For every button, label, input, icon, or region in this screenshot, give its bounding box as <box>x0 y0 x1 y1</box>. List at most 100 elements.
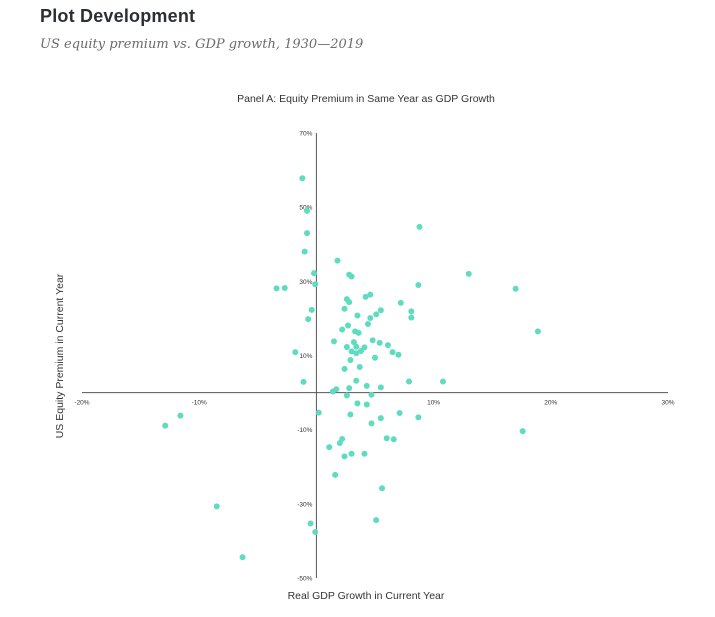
data-point <box>415 282 422 289</box>
x-tick-label: -20% <box>74 400 89 407</box>
data-point <box>346 299 353 306</box>
data-point <box>304 230 311 237</box>
data-point <box>343 343 350 350</box>
data-point <box>311 270 318 277</box>
data-point <box>304 207 311 214</box>
data-point <box>367 315 374 322</box>
data-point <box>383 435 390 442</box>
data-point <box>273 285 280 292</box>
data-point <box>362 293 369 300</box>
data-point <box>363 401 370 408</box>
data-point <box>384 342 391 349</box>
data-point <box>465 270 472 277</box>
data-point <box>292 349 299 356</box>
tick-labels: -20%-10%10%20%30%70%50%30%10%-10%-30%-50… <box>74 131 674 583</box>
data-point <box>336 440 343 447</box>
data-point <box>315 409 322 416</box>
data-point <box>355 329 362 336</box>
data-point <box>353 377 360 384</box>
data-point <box>361 450 368 457</box>
data-point <box>415 414 422 421</box>
data-point <box>177 412 184 419</box>
data-point <box>350 339 357 346</box>
data-point <box>368 391 375 398</box>
data-point <box>373 311 380 318</box>
data-point <box>353 350 360 357</box>
data-points <box>162 175 541 561</box>
x-axis-title: Real GDP Growth in Current Year <box>288 590 445 602</box>
data-point <box>305 316 312 323</box>
data-point <box>353 343 360 350</box>
data-point <box>377 307 384 314</box>
data-point <box>341 365 348 372</box>
axes <box>82 133 668 578</box>
data-point <box>329 388 336 395</box>
chart-title: Panel A: Equity Premium in Same Year as … <box>237 93 495 105</box>
data-point <box>347 411 354 418</box>
data-point <box>345 322 352 329</box>
data-point <box>341 305 348 312</box>
data-point <box>213 503 220 510</box>
data-point <box>299 175 306 182</box>
data-point <box>416 223 423 230</box>
x-tick-label: 10% <box>427 400 440 407</box>
data-point <box>332 471 339 478</box>
data-point <box>307 520 314 527</box>
x-tick-label: 20% <box>544 400 557 407</box>
data-point <box>348 273 355 280</box>
data-point <box>348 450 355 457</box>
data-point <box>367 291 374 298</box>
data-point <box>312 281 319 288</box>
data-point <box>534 328 541 335</box>
y-tick-label: 70% <box>299 131 312 138</box>
data-point <box>354 312 361 319</box>
y-tick-label: -50% <box>297 576 312 583</box>
data-point <box>334 257 341 264</box>
data-point <box>379 485 386 492</box>
y-axis-title: US Equity Premium in Current Year <box>54 273 66 438</box>
data-point <box>369 337 376 344</box>
data-point <box>312 529 319 536</box>
data-point <box>395 351 402 358</box>
data-point <box>377 415 384 422</box>
data-point <box>356 363 363 370</box>
data-point <box>389 349 396 356</box>
data-point <box>396 409 403 416</box>
data-point <box>308 306 315 313</box>
data-point <box>512 285 519 292</box>
data-point <box>346 385 353 392</box>
page-title: Plot Development <box>40 6 196 26</box>
data-point <box>348 348 355 355</box>
page-subtitle: US equity premium vs. GDP growth, 1930—2… <box>40 37 364 52</box>
data-point <box>281 285 288 292</box>
data-point <box>368 420 375 427</box>
data-point <box>408 314 415 321</box>
data-point <box>372 354 378 361</box>
data-point <box>408 308 415 315</box>
y-tick-label: -10% <box>297 427 312 434</box>
data-point <box>354 400 361 407</box>
y-tick-label: 10% <box>299 353 312 360</box>
data-point <box>377 384 384 391</box>
data-point <box>376 339 383 346</box>
data-point <box>390 436 397 443</box>
data-point <box>397 299 404 306</box>
data-point <box>357 348 364 355</box>
data-point <box>373 517 380 524</box>
data-point <box>405 378 412 385</box>
data-point <box>300 378 307 385</box>
data-point <box>347 356 354 363</box>
x-tick-label: -10% <box>192 400 207 407</box>
data-point <box>519 428 526 435</box>
data-point <box>326 444 333 451</box>
data-point <box>341 453 348 460</box>
data-point <box>162 422 169 429</box>
data-point <box>339 326 346 333</box>
x-tick-label: 30% <box>661 400 674 407</box>
data-point <box>301 248 308 255</box>
data-point <box>330 338 337 345</box>
data-point <box>439 378 446 385</box>
y-tick-label: -30% <box>297 501 312 508</box>
data-point <box>343 392 350 399</box>
